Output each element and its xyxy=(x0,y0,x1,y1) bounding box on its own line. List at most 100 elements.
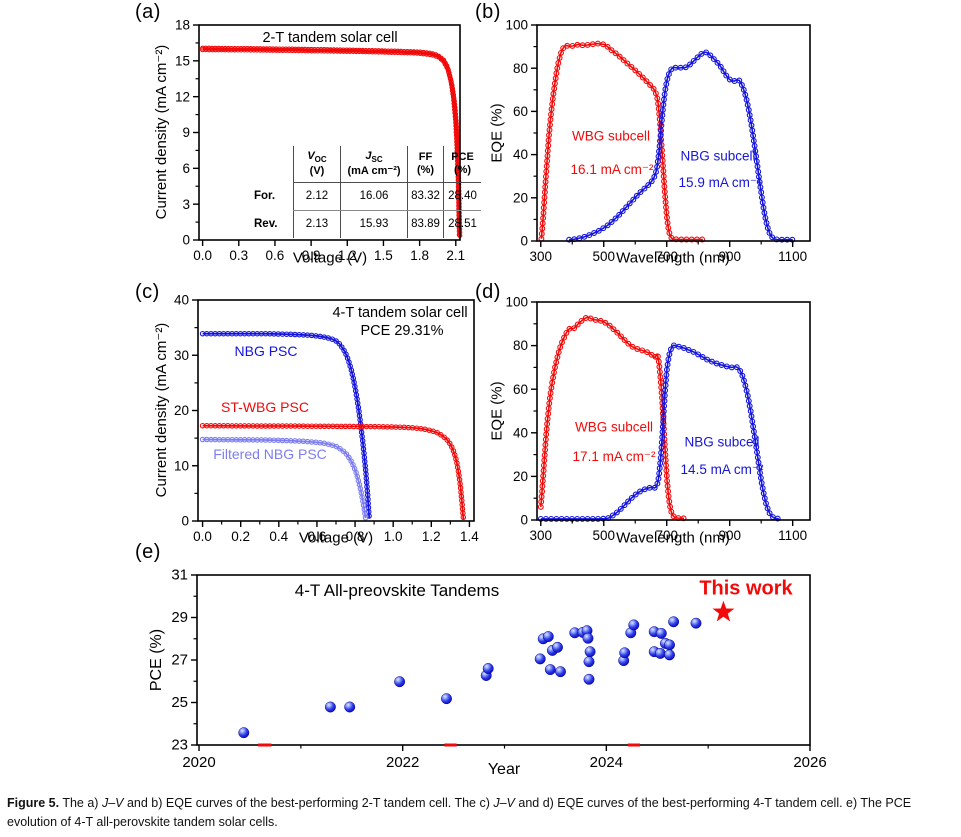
panel-b-label: (b) xyxy=(475,1,501,23)
svg-text:0.6: 0.6 xyxy=(308,529,327,544)
pce-unit: (%) xyxy=(453,164,472,176)
table-header-voc: VOC (V) xyxy=(293,146,341,183)
table-header-pce: PCE (%) xyxy=(443,146,481,183)
svg-text:1.2: 1.2 xyxy=(338,248,357,263)
data-point xyxy=(654,647,666,659)
data-point xyxy=(655,627,667,639)
jsc-unit: (mA cm⁻²) xyxy=(347,164,401,177)
svg-text:60: 60 xyxy=(513,104,528,119)
panel-e-x-axis-label: Year xyxy=(487,761,521,778)
forward-ff: 83.32 xyxy=(407,182,444,211)
data-point xyxy=(534,653,546,665)
data-point xyxy=(324,701,336,713)
reverse-ff: 83.89 xyxy=(407,210,444,238)
panel-c-y-axis-label: Current density (mA cm⁻²) xyxy=(153,322,170,498)
panel-d-y-axis-label: EQE (%) xyxy=(488,381,506,441)
axes-ticks: 2020 2022 2024 2026 23 25 27 29 31 xyxy=(171,567,826,771)
forward-voc: 2.12 xyxy=(293,182,341,211)
panel-a-label: (a) xyxy=(135,1,161,23)
panel-a-y-axis-label: Current density (mA cm⁻²) xyxy=(153,44,170,220)
forward-pce: 28.40 xyxy=(443,182,481,211)
svg-text:6: 6 xyxy=(182,161,190,176)
svg-text:500: 500 xyxy=(592,528,615,543)
svg-text:10: 10 xyxy=(174,458,189,473)
svg-text:40: 40 xyxy=(174,293,189,308)
svg-text:3: 3 xyxy=(182,197,190,212)
svg-text:80: 80 xyxy=(513,338,528,353)
pce-symbol: PCE xyxy=(451,151,474,164)
svg-text:1.2: 1.2 xyxy=(422,529,441,544)
svg-text:1.4: 1.4 xyxy=(460,529,479,544)
svg-text:0.0: 0.0 xyxy=(193,529,212,544)
svg-text:15: 15 xyxy=(175,53,190,68)
svg-text:40: 40 xyxy=(513,147,528,162)
data-point xyxy=(668,616,680,628)
panel-c-plot: 0.0 0.2 0.4 0.6 0.8 1.0 1.2 1.4 0 10 20 30 40 xyxy=(174,293,479,544)
panel-c-label: (c) xyxy=(135,281,160,303)
svg-text:60: 60 xyxy=(513,382,528,397)
panel-a-plot: 0.0 0.3 0.6 0.9 1.2 1.5 1.8 2.1 0 3 6 9 12 15 18 xyxy=(175,18,465,263)
row-label-reverse: Rev. xyxy=(254,217,278,230)
data-point xyxy=(238,727,250,739)
table-header-row: VOC (V) JSC (mA cm⁻²) FF (%) PCE (%) xyxy=(251,146,481,183)
svg-text:900: 900 xyxy=(718,249,741,264)
series-j-v-reverse-scan xyxy=(200,47,463,239)
row-label-forward: For. xyxy=(254,189,276,202)
panel-a-x-axis-label: Voltage (V) xyxy=(292,249,368,267)
panel-e-label: (e) xyxy=(135,541,161,563)
panel-b-plot: 300 500 700 900 1100 0 20 40 60 80 100 xyxy=(505,18,811,264)
panel-b-wbg-jsc-label: 16.1 mA cm⁻² xyxy=(570,162,654,177)
panel-e-this-work-label: This work xyxy=(699,577,793,600)
jsc-subscript: SC xyxy=(371,155,383,165)
svg-text:20: 20 xyxy=(513,469,528,484)
svg-text:30: 30 xyxy=(174,348,189,363)
series-nbg-subcell-eqe-14-5-ma-cm-2- xyxy=(537,342,781,522)
svg-text:0: 0 xyxy=(182,233,190,248)
panel-b-wbg-subcell-label: WBG subcell xyxy=(571,128,651,144)
data-point xyxy=(619,647,631,659)
svg-text:0.9: 0.9 xyxy=(302,248,321,263)
panel-b-y-axis-label: EQE (%) xyxy=(488,103,506,163)
data-point xyxy=(441,693,452,705)
data-point xyxy=(555,666,566,678)
svg-text:0: 0 xyxy=(520,234,528,249)
svg-text:2026: 2026 xyxy=(793,754,826,771)
panel-b-nbg-jsc-label: 15.9 mA cm⁻² xyxy=(678,175,762,190)
caption-segment: and b) EQE curves of the best-performing… xyxy=(123,796,494,810)
panel-b-x-axis-label: Wavelength (nm) xyxy=(616,249,730,267)
ff-symbol: FF xyxy=(418,151,433,164)
panel-c-filtered-nbg-psc-label: Filtered NBG PSC xyxy=(213,446,327,462)
panel-c-title-line1: 4-T tandem solar cell xyxy=(332,305,468,321)
svg-text:0: 0 xyxy=(520,513,528,528)
svg-text:0.4: 0.4 xyxy=(269,529,288,544)
series-st-wbg-psc xyxy=(199,422,467,521)
svg-text:0: 0 xyxy=(181,514,189,529)
panel-e-plot: 2020 2022 2024 2026 23 25 27 29 31 xyxy=(171,567,826,771)
svg-text:20: 20 xyxy=(174,403,189,418)
panel-d-plot: 300 500 700 900 1100 0 20 40 60 80 100 xyxy=(505,295,811,543)
axes-ticks: 0.0 0.3 0.6 0.9 1.2 1.5 1.8 2.1 0 3 6 9 12 15 18 xyxy=(175,18,465,263)
caption-segment: J–V xyxy=(101,796,124,810)
svg-text:0.8: 0.8 xyxy=(346,529,365,544)
caption-segment: and d) EQE curves of the best-performing… xyxy=(7,796,912,829)
data-point xyxy=(582,632,594,644)
svg-text:80: 80 xyxy=(513,61,528,76)
svg-text:2024: 2024 xyxy=(590,754,623,771)
data-point xyxy=(344,701,356,713)
data-point xyxy=(542,631,554,643)
svg-text:100: 100 xyxy=(505,295,528,310)
voc-symbol: V xyxy=(307,150,315,163)
series-nbg-subcell-eqe-15-9-ma-cm-2- xyxy=(566,49,796,243)
series-nbg-psc xyxy=(199,330,372,519)
figure-caption: Figure 5. The a) J–V and b) EQE curves o… xyxy=(7,794,955,832)
voc-unit: (V) xyxy=(309,164,325,177)
caption-segment: Figure 5. xyxy=(7,796,60,810)
data-point xyxy=(690,617,702,629)
panel-c-nbg-psc-label: NBG PSC xyxy=(234,343,298,359)
panel-d-nbg-jsc-label: 14.5 mA cm⁻² xyxy=(680,462,764,477)
svg-text:25: 25 xyxy=(171,694,188,711)
table-header-empty xyxy=(251,146,294,183)
plot-frame xyxy=(196,574,811,746)
caption-segment: J–V xyxy=(493,796,515,810)
